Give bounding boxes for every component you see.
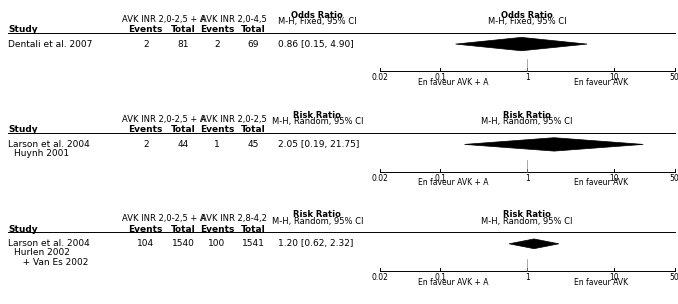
Text: Huynh 2001: Huynh 2001 (14, 149, 68, 158)
Text: 0.86 [0.15, 4.90]: 0.86 [0.15, 4.90] (278, 40, 354, 49)
Text: Risk Ratio: Risk Ratio (503, 111, 551, 120)
Text: 10: 10 (609, 273, 619, 282)
Text: 104: 104 (137, 239, 155, 248)
Text: En faveur AVK: En faveur AVK (574, 178, 628, 188)
Text: 1541: 1541 (241, 239, 264, 248)
Text: + Van Es 2002: + Van Es 2002 (14, 257, 88, 267)
Text: 0.02: 0.02 (372, 174, 388, 183)
Text: M-H, Random, 95% CI: M-H, Random, 95% CI (272, 217, 363, 226)
Text: 0.1: 0.1 (435, 174, 446, 183)
Text: En faveur AVK + A: En faveur AVK + A (418, 78, 489, 87)
Text: 1: 1 (214, 140, 220, 149)
Text: 2: 2 (214, 40, 220, 49)
Text: Risk Ratio: Risk Ratio (503, 210, 551, 219)
Text: 2: 2 (143, 140, 148, 149)
Polygon shape (509, 239, 559, 249)
Text: 69: 69 (247, 40, 258, 49)
Text: Study: Study (8, 25, 38, 34)
Text: Total: Total (241, 25, 265, 34)
Text: 50: 50 (670, 273, 678, 282)
Text: Events: Events (129, 225, 163, 234)
Text: AVK INR 2,8-4,2: AVK INR 2,8-4,2 (201, 214, 267, 223)
Text: AVK INR 2,0-4,5: AVK INR 2,0-4,5 (201, 15, 267, 24)
Text: Larson et al. 2004: Larson et al. 2004 (8, 239, 90, 248)
Text: 10: 10 (609, 73, 619, 82)
Text: AVK INR 2,0-2,5 + A: AVK INR 2,0-2,5 + A (122, 115, 205, 124)
Text: 0.02: 0.02 (372, 273, 388, 282)
Text: Events: Events (200, 25, 234, 34)
Text: 0.02: 0.02 (372, 73, 388, 82)
Text: 0.1: 0.1 (435, 73, 446, 82)
Text: Total: Total (171, 125, 195, 134)
Text: Dentali et al. 2007: Dentali et al. 2007 (8, 40, 92, 49)
Text: Risk Ratio: Risk Ratio (294, 210, 341, 219)
Text: Hurlen 2002: Hurlen 2002 (14, 248, 69, 257)
Text: 1.20 [0.62, 2.32]: 1.20 [0.62, 2.32] (278, 239, 353, 248)
Text: 44: 44 (178, 140, 188, 149)
Polygon shape (456, 37, 587, 51)
Text: AVK INR 2,0-2,5 + A: AVK INR 2,0-2,5 + A (122, 214, 205, 223)
Text: Total: Total (241, 225, 265, 234)
Text: Total: Total (241, 125, 265, 134)
Text: Events: Events (129, 125, 163, 134)
Text: En faveur AVK + A: En faveur AVK + A (418, 178, 489, 188)
Text: 2: 2 (143, 40, 148, 49)
Text: En faveur AVK + A: En faveur AVK + A (418, 278, 489, 287)
Text: Larson et al. 2004: Larson et al. 2004 (8, 140, 90, 149)
Text: Risk Ratio: Risk Ratio (294, 111, 341, 120)
Text: 50: 50 (670, 174, 678, 183)
Text: 100: 100 (208, 239, 226, 248)
Text: En faveur AVK: En faveur AVK (574, 278, 628, 287)
Text: Study: Study (8, 125, 38, 134)
Text: M-H, Random, 95% CI: M-H, Random, 95% CI (481, 117, 573, 126)
Text: M-H, Random, 95% CI: M-H, Random, 95% CI (481, 217, 573, 226)
Text: 50: 50 (670, 73, 678, 82)
Text: M-H, Fixed, 95% CI: M-H, Fixed, 95% CI (488, 17, 566, 26)
Text: En faveur AVK: En faveur AVK (574, 78, 628, 87)
Text: Events: Events (129, 25, 163, 34)
Text: M-H, Random, 95% CI: M-H, Random, 95% CI (272, 117, 363, 126)
Text: Odds Ratio: Odds Ratio (292, 11, 343, 20)
Text: 1540: 1540 (172, 239, 195, 248)
Text: Events: Events (200, 225, 234, 234)
Text: 1: 1 (525, 174, 530, 183)
Text: Total: Total (171, 25, 195, 34)
Text: Events: Events (200, 125, 234, 134)
Text: 81: 81 (178, 40, 188, 49)
Text: 1: 1 (525, 73, 530, 82)
Text: Total: Total (171, 225, 195, 234)
Text: 45: 45 (247, 140, 258, 149)
Polygon shape (464, 138, 643, 151)
Text: 0.1: 0.1 (435, 273, 446, 282)
Text: 2.05 [0.19, 21.75]: 2.05 [0.19, 21.75] (278, 140, 359, 149)
Text: AVK INR 2,0-2,5 + A: AVK INR 2,0-2,5 + A (122, 15, 205, 24)
Text: 1: 1 (525, 273, 530, 282)
Text: AVK INR 2,0-2,5: AVK INR 2,0-2,5 (201, 115, 267, 124)
Text: 10: 10 (609, 174, 619, 183)
Text: Study: Study (8, 225, 38, 234)
Text: M-H, Fixed, 95% CI: M-H, Fixed, 95% CI (278, 17, 357, 26)
Text: Odds Ratio: Odds Ratio (501, 11, 553, 20)
